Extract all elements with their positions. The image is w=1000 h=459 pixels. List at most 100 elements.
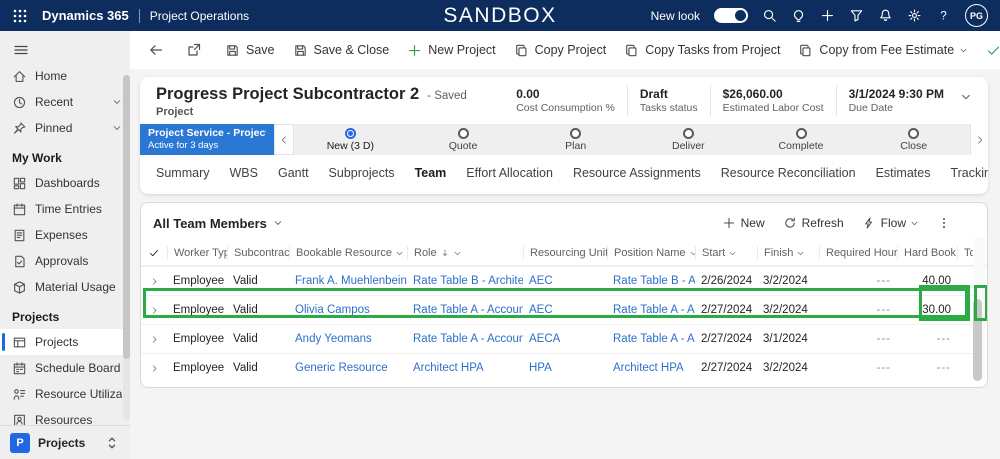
sidebar-item-pinned[interactable]: Pinned <box>0 115 130 141</box>
lightbulb-icon[interactable] <box>791 8 806 23</box>
grid-scrollbar-thumb[interactable] <box>973 299 982 381</box>
sidebar-item-recent[interactable]: Recent <box>0 89 130 115</box>
column-header-required-hours[interactable]: Required Hours <box>819 246 897 260</box>
bpf-stage-new-3-d[interactable]: New (3 D) <box>294 124 407 155</box>
row-expand-icon[interactable] <box>141 306 167 315</box>
back-button[interactable] <box>140 42 172 58</box>
sidebar-collapse-button[interactable] <box>0 35 130 63</box>
column-header-start[interactable]: Start <box>695 246 757 260</box>
sidebar-area-switcher[interactable]: P Projects <box>0 425 130 459</box>
tab-team[interactable]: Team <box>414 166 447 180</box>
column-header-to[interactable]: To <box>957 246 973 260</box>
add-icon[interactable] <box>820 8 835 23</box>
header-collapse-icon[interactable] <box>956 85 980 103</box>
sidebar-item-time-entries[interactable]: Time Entries <box>0 196 130 222</box>
tab-resource-assignments[interactable]: Resource Assignments <box>572 166 701 180</box>
tab-estimates[interactable]: Estimates <box>875 166 931 180</box>
grid-overflow-button[interactable] <box>929 216 959 230</box>
sidebar-item-expenses[interactable]: Expenses <box>0 222 130 248</box>
release-button[interactable]: Release <box>977 36 1000 64</box>
cell-position-name[interactable]: Architect HPA <box>613 362 684 374</box>
cell-resourcing-unit[interactable]: AEC <box>529 304 553 316</box>
grid-flow-button[interactable]: Flow <box>854 210 927 236</box>
row-expand-icon[interactable] <box>141 364 167 373</box>
cell-role[interactable]: Rate Table A - Accounti <box>413 304 523 316</box>
cell-role[interactable]: Rate Table B - Architect <box>413 275 523 287</box>
app-launcher-icon[interactable] <box>12 8 28 24</box>
sidebar-item-home[interactable]: Home <box>0 63 130 89</box>
filter-icon[interactable] <box>849 8 864 23</box>
settings-icon[interactable] <box>907 8 922 23</box>
cell-position-name[interactable]: Rate Table A - Accounti <box>613 304 695 316</box>
column-header-bookable-resource[interactable]: Bookable Resource <box>289 246 407 260</box>
column-header-finish[interactable]: Finish <box>757 246 819 260</box>
table-row[interactable]: Employee Valid Andy Yeomans Rate Table A - … <box>141 324 987 353</box>
sidebar-scrollbar[interactable] <box>123 75 130 421</box>
view-selector[interactable]: All Team Members <box>153 216 283 231</box>
save-close-button[interactable]: Save & Close <box>284 36 399 64</box>
bpf-stage-plan[interactable]: Plan <box>519 124 632 155</box>
column-header-subcontrac[interactable]: Subcontrac... <box>227 246 289 260</box>
cell-role[interactable]: Rate Table A - Accounti <box>413 333 523 345</box>
new-project-button[interactable]: New Project <box>398 36 504 64</box>
save-button[interactable]: Save <box>216 36 284 64</box>
sidebar-scrollbar-thumb[interactable] <box>123 75 130 359</box>
sidebar-item-dashboards[interactable]: Dashboards <box>0 170 130 196</box>
new-look-toggle[interactable] <box>714 8 748 23</box>
row-expand-icon[interactable] <box>141 277 167 286</box>
cell-resourcing-unit[interactable]: AEC <box>529 275 553 287</box>
cell-bookable-resource[interactable]: Frank A. Muehlenbein <box>295 275 407 287</box>
table-row[interactable]: Employee Valid Generic Resource Architect H… <box>141 353 987 382</box>
app-name[interactable]: Project Operations <box>149 8 250 23</box>
bpf-stage-quote[interactable]: Quote <box>407 124 520 155</box>
cell-bookable-resource[interactable]: Generic Resource <box>295 362 388 374</box>
sidebar-item-projects[interactable]: Projects <box>0 329 130 355</box>
cell-bookable-resource[interactable]: Olivia Campos <box>295 304 370 316</box>
search-icon[interactable] <box>762 8 777 23</box>
cell-role[interactable]: Architect HPA <box>413 362 484 374</box>
copy-from-fee-estimate-button[interactable]: Copy from Fee Estimate <box>789 36 977 64</box>
column-header-position-name[interactable]: Position Name <box>607 246 695 260</box>
cell-resourcing-unit[interactable]: AECA <box>529 333 561 345</box>
tab-subprojects[interactable]: Subprojects <box>328 166 395 180</box>
popout-record-button[interactable] <box>178 42 210 58</box>
sidebar-item-material-usage[interactable]: Material Usage <box>0 274 130 300</box>
cell-position-name[interactable]: Rate Table B - Architect <box>613 275 695 287</box>
bpf-stage-complete[interactable]: Complete <box>745 124 858 155</box>
sidebar-item-approvals[interactable]: Approvals <box>0 248 130 274</box>
bpf-active-stage-box[interactable]: Project Service - Project ... Active for… <box>140 124 274 155</box>
sidebar-item-resource-utilization[interactable]: Resource Utilization <box>0 381 130 407</box>
copy-tasks-from-project-button[interactable]: Copy Tasks from Project <box>615 36 789 64</box>
bpf-scroll-left-button[interactable] <box>274 124 294 155</box>
select-all-check-icon[interactable] <box>141 247 167 259</box>
table-row[interactable]: Employee Valid Frank A. Muehlenbein Rate Ta… <box>141 266 987 295</box>
cell-position-name[interactable]: Rate Table A - Accounti <box>613 333 695 345</box>
bpf-stage-close[interactable]: Close <box>857 124 970 155</box>
bpf-stage-deliver[interactable]: Deliver <box>632 124 745 155</box>
column-header-worker-type[interactable]: Worker Type <box>167 246 227 260</box>
cell-resourcing-unit[interactable]: HPA <box>529 362 552 374</box>
column-header-hard-book[interactable]: Hard Book... <box>897 246 957 260</box>
grid-scrollbar[interactable] <box>973 237 985 381</box>
tab-wbs[interactable]: WBS <box>229 166 258 180</box>
notifications-icon[interactable] <box>878 8 893 23</box>
brand-title[interactable]: Dynamics 365 <box>42 8 129 23</box>
sidebar-item-resources[interactable]: Resources <box>0 407 130 425</box>
help-icon[interactable]: ? <box>936 8 951 23</box>
tab-gantt[interactable]: Gantt <box>277 166 309 180</box>
row-expand-icon[interactable] <box>141 335 167 344</box>
column-header-resourcing-unit[interactable]: Resourcing Unit <box>523 246 607 260</box>
user-avatar[interactable]: PG <box>965 4 988 27</box>
bpf-scroll-right-button[interactable] <box>970 124 988 155</box>
sidebar-item-schedule-board[interactable]: Schedule Board <box>0 355 130 381</box>
column-header-role[interactable]: Role <box>407 246 523 260</box>
tab-effort-allocation[interactable]: Effort Allocation <box>466 166 553 180</box>
cell-bookable-resource[interactable]: Andy Yeomans <box>295 333 372 345</box>
tab-resource-reconciliation[interactable]: Resource Reconciliation <box>720 166 856 180</box>
tab-tracking[interactable]: Tracking <box>950 166 988 180</box>
tab-summary[interactable]: Summary <box>156 166 210 180</box>
grid-new-button[interactable]: New <box>714 210 773 236</box>
grid-refresh-button[interactable]: Refresh <box>775 210 852 236</box>
table-row[interactable]: Employee Valid Olivia Campos Rate Table A -… <box>141 295 987 324</box>
copy-project-button[interactable]: Copy Project <box>505 36 616 64</box>
